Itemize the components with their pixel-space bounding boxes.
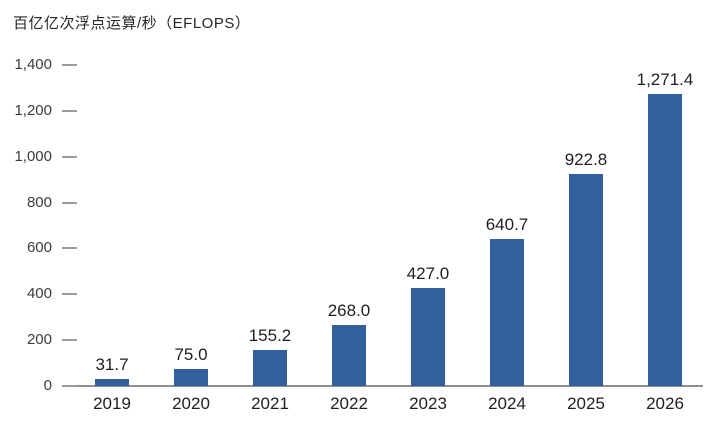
x-axis-label: 2022 — [330, 394, 368, 413]
bar-value-label: 31.7 — [95, 354, 129, 374]
bar-2021 — [253, 350, 287, 386]
bar-value-label: 1,271.4 — [636, 70, 694, 90]
bar-value-label: 427.0 — [406, 264, 450, 284]
y-axis-tick-label: 1,200 — [14, 101, 52, 119]
x-axis-label: 2025 — [567, 394, 605, 413]
y-axis-tick-mark — [62, 385, 77, 387]
y-axis-tick-mark — [62, 201, 77, 204]
x-axis-label: 2026 — [646, 394, 684, 413]
x-axis-label: 2023 — [409, 394, 447, 413]
bar-2020 — [174, 368, 208, 386]
y-axis-tick-label: 600 — [26, 239, 52, 257]
bar-value-label: 75.0 — [174, 344, 208, 364]
bar-2023 — [411, 288, 445, 386]
y-axis-tick-label: 1,000 — [14, 147, 52, 165]
bar-2025 — [569, 174, 603, 386]
y-axis-tick-label: 200 — [26, 331, 52, 349]
y-axis-tick-label: 400 — [26, 285, 52, 303]
y-axis-tick-mark — [62, 64, 77, 66]
y-axis-tick-label: 1,400 — [14, 56, 52, 73]
y-axis-tick-mark — [62, 247, 77, 250]
bar-2026 — [648, 94, 682, 386]
x-axis-label: 2024 — [488, 394, 526, 413]
bar-2019 — [95, 378, 129, 386]
y-axis-tick-mark — [62, 293, 77, 296]
bar-value-label: 268.0 — [327, 300, 371, 320]
bar-2022 — [332, 324, 366, 386]
chart-title: 百亿亿次浮点运算/秒（EFLOPS） — [13, 15, 251, 32]
y-axis-tick-mark — [62, 155, 77, 158]
x-axis-label: 2020 — [172, 394, 210, 413]
bar-value-label: 155.2 — [248, 326, 292, 346]
y-axis-tick-mark — [62, 339, 77, 342]
bar-2024 — [490, 239, 524, 386]
x-axis-line — [62, 385, 703, 387]
x-axis-label: 2019 — [93, 394, 131, 413]
bar-value-label: 640.7 — [485, 215, 529, 235]
x-axis-label: 2021 — [251, 394, 289, 413]
y-axis-tick-label: 800 — [26, 193, 52, 211]
y-axis-tick-label: 0 — [43, 377, 52, 394]
bar-value-label: 922.8 — [564, 150, 608, 170]
y-axis-tick-mark — [62, 109, 77, 112]
